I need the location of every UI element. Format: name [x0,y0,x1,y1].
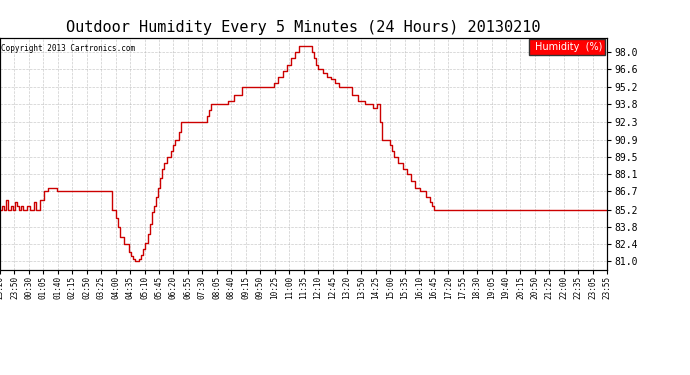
Legend: Humidity  (%): Humidity (%) [529,39,605,55]
Text: Copyright 2013 Cartronics.com: Copyright 2013 Cartronics.com [1,45,135,54]
Title: Outdoor Humidity Every 5 Minutes (24 Hours) 20130210: Outdoor Humidity Every 5 Minutes (24 Hou… [66,20,541,35]
